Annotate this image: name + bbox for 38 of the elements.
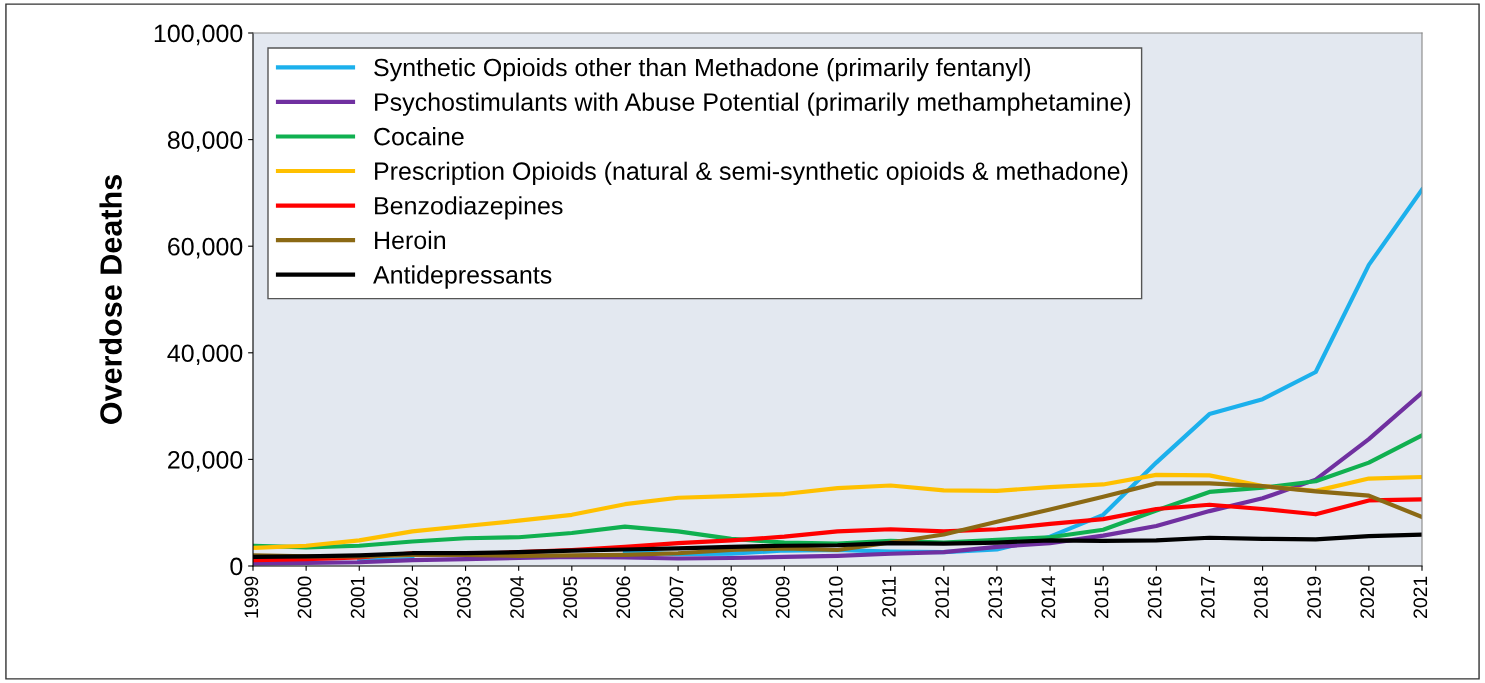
x-tick-label: 2005 — [563, 576, 578, 618]
x-tick-label: 2002 — [403, 576, 418, 618]
x-tick-label: 2014 — [1041, 576, 1056, 618]
x-tick-label: 2008 — [722, 576, 737, 618]
y-tick-label: 60,000 — [168, 237, 243, 259]
x-tick-label: 2021 — [1413, 576, 1428, 618]
y-tick-label: 100,000 — [154, 24, 243, 46]
x-tick-label: 2017 — [1200, 576, 1215, 618]
x-tick-label: 2004 — [510, 576, 524, 618]
legend-label: Psychostimulants with Abuse Potential (primarily methamphetamine) — [375, 92, 1131, 116]
x-tick-label: 2007 — [669, 576, 684, 618]
legend-label: Benzodiazepines — [375, 196, 563, 220]
y-tick-label: 20,000 — [168, 451, 243, 472]
x-tick-label: 2016 — [1147, 576, 1162, 618]
x-tick-label: 2013 — [988, 576, 1003, 618]
legend-label: Prescription Opioids (natural & semi-synthetic opioids & methadone) — [375, 161, 1128, 185]
x-tick-label: 1999 — [244, 576, 259, 618]
legend-label: Antidepressants — [373, 265, 552, 289]
x-tick-label: 2020 — [1360, 576, 1375, 618]
x-tick-label: 2001 — [350, 576, 365, 618]
x-tick-label: 2003 — [457, 576, 471, 618]
legend-label: Cocaine — [374, 127, 464, 146]
y-tick-label: 40,000 — [167, 344, 243, 366]
x-tick-label: 2009 — [775, 576, 790, 618]
x-tick-label: 2011 — [882, 576, 896, 617]
legend-label: Synthetic Opioids other than Methadone (primarily fentanyl) — [374, 58, 1031, 82]
x-tick-label: 2010 — [828, 576, 843, 618]
line-series — [253, 472, 1422, 550]
x-tick-label: 2015 — [1094, 576, 1109, 618]
x-tick-label: 2018 — [1254, 576, 1268, 618]
x-tick-label: 2019 — [1307, 576, 1321, 618]
y-tick-label: 0 — [230, 557, 243, 576]
legend-label: Heroin — [375, 230, 446, 250]
x-tick-label: 2006 — [616, 576, 631, 618]
y-axis-title: Overdose Deaths — [99, 175, 122, 424]
x-tick-label: 2012 — [935, 576, 949, 618]
x-tick-label: 2000 — [297, 576, 312, 618]
y-tick-label: 80,000 — [167, 131, 243, 152]
